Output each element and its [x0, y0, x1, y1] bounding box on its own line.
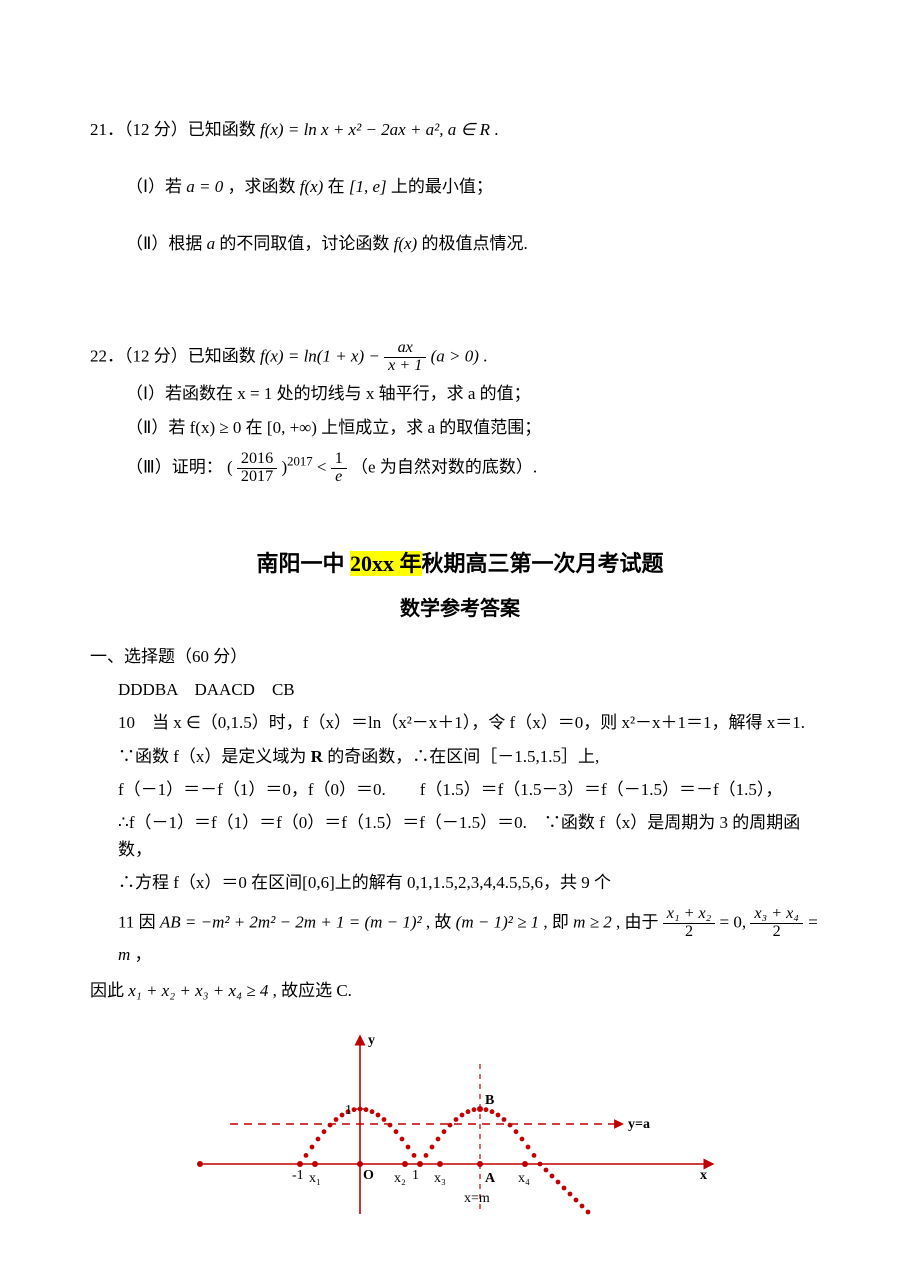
text: 的极值点情况.: [421, 234, 527, 253]
formula: m ≥ 2: [573, 913, 612, 932]
text: （Ⅱ）若 f(x) ≥ 0 在 [0, +∞) 上恒成立，求 a 的取值范围；: [126, 418, 541, 437]
x4-label: x₄: [518, 1171, 530, 1186]
xm-line-label: x=m: [464, 1191, 490, 1206]
tick-1-label: 1: [412, 1168, 419, 1183]
numerator: x₁ + x₂: [663, 906, 716, 923]
formula: f(x) = ln x + x² − 2ax + a², a ∈ R: [260, 120, 490, 139]
fraction-rhs: 1 e: [331, 451, 347, 486]
text: （e 为自然对数的底数）.: [351, 457, 537, 476]
comma: ，: [135, 945, 152, 964]
x-axis-label: x: [700, 1168, 707, 1183]
formula: f(x): [300, 177, 324, 196]
problem-21-part2: （Ⅱ）根据 a 的不同取值，讨论函数 f(x) 的极值点情况.: [90, 230, 830, 257]
y-axis-label: y: [368, 1033, 375, 1048]
text: .: [494, 120, 498, 139]
bold-R: R: [311, 747, 323, 766]
one-label: 1: [345, 1103, 352, 1118]
text: （Ⅰ）若函数在 x = 1 处的切线与 x 轴平行，求 a 的值；: [126, 384, 531, 403]
ans10-l1: 10 当 x ∈（0,1.5）时，f（x）＝ln（x²－x＋1），令 f（x）＝…: [90, 709, 830, 736]
text: 上的最小值；: [391, 177, 493, 196]
formula: [1, e]: [349, 177, 387, 196]
fraction: x₃ + x₄ 2: [750, 906, 803, 941]
text: , 即: [543, 913, 573, 932]
fraction: 2016 2017: [237, 451, 277, 486]
formula: f(x): [394, 234, 418, 253]
numerator: 1: [331, 451, 347, 468]
graph-figure: y x y=a 1 -1 O B A x₁ x₂ x₃ x₄ x=m 1: [90, 1024, 830, 1232]
section-head: 一、选择题（60 分）: [90, 643, 830, 670]
formula: x₁ + x₂ + x₃ + x₄ ≥ 4: [128, 981, 268, 1000]
text: , 故: [426, 913, 456, 932]
problem-22-part3: （Ⅲ）证明： ( 2016 2017 )2017 < 1 e （e 为自然对数的…: [90, 451, 830, 486]
lt: <: [317, 457, 331, 476]
text: 因此: [90, 981, 128, 1000]
text: （Ⅰ）若: [126, 177, 186, 196]
text: （Ⅲ）证明：: [126, 457, 223, 476]
formula: AB = −m² + 2m² − 2m + 1 = (m − 1)²: [160, 913, 422, 932]
denominator: 2017: [237, 468, 277, 486]
text: 在: [328, 177, 349, 196]
A-label: A: [485, 1171, 496, 1186]
title-hl: 20xx 年: [350, 551, 422, 576]
text: 的奇函数，∴在区间［－1.5,1.5］上,: [327, 747, 599, 766]
fraction: x₁ + x₂ 2: [663, 906, 716, 941]
formula: a = 0: [186, 177, 223, 196]
formula: (m − 1)² ≥ 1: [456, 913, 540, 932]
problem-21-part1: （Ⅰ）若 a = 0 ，求函数 f(x) 在 [1, e] 上的最小值；: [90, 173, 830, 200]
page-subtitle: 数学参考答案: [90, 593, 830, 625]
formula-prefix: f(x) = ln(1 + x) −: [260, 346, 384, 365]
x2-label: x₂: [394, 1171, 406, 1186]
problem-22-part1: （Ⅰ）若函数在 x = 1 处的切线与 x 轴平行，求 a 的值；: [90, 380, 830, 407]
fraction: ax x + 1: [384, 340, 426, 375]
formula-suffix: (a > 0): [431, 346, 479, 365]
neg1-label: -1: [292, 1168, 304, 1183]
problem-22-part2: （Ⅱ）若 f(x) ≥ 0 在 [0, +∞) 上恒成立，求 a 的取值范围；: [90, 414, 830, 441]
title-b: 秋期高三第一次月考试题: [422, 551, 664, 576]
title-a: 南阳一中: [256, 551, 350, 576]
ans10-l4: ∴f（－1）＝f（1）＝f（0）＝f（1.5）＝f（－1.5）＝0. ∵函数 f…: [90, 809, 830, 863]
ans11-l2: 因此 x₁ + x₂ + x₃ + x₄ ≥ 4 , 故应选 C.: [90, 977, 830, 1004]
text: 21．（12 分）已知函数: [90, 120, 260, 139]
problem-22-line1: 22．（12 分）已知函数 f(x) = ln(1 + x) − ax x + …: [90, 340, 830, 375]
ans11-l1: 11 因 AB = −m² + 2m² − 2m + 1 = (m − 1)² …: [90, 906, 830, 968]
B-label: B: [485, 1093, 494, 1108]
text: .: [483, 346, 487, 365]
page-title: 南阳一中 20xx 年秋期高三第一次月考试题: [90, 546, 830, 581]
denominator: e: [331, 468, 347, 486]
open-paren: (: [227, 457, 233, 476]
text: ∵函数 f（x）是定义域为: [118, 747, 311, 766]
problem-21-line1: 21．（12 分）已知函数 f(x) = ln x + x² − 2ax + a…: [90, 116, 830, 143]
denominator: 2: [750, 923, 803, 941]
curve-dots: [298, 1106, 591, 1214]
text: , 故应选 C.: [273, 981, 352, 1000]
text: 11 因: [118, 913, 160, 932]
denominator: x + 1: [384, 357, 426, 375]
ans10-l3: f（－1）＝－f（1）＝0，f（0）＝0. f（1.5）＝f（1.5－3）＝f（…: [90, 776, 830, 803]
numerator: ax: [384, 340, 426, 357]
key-points: [197, 1106, 528, 1167]
ans10-l5: ∴方程 f（x）＝0 在区间[0,6]上的解有 0,1,1.5,2,3,4,4.…: [90, 869, 830, 896]
formula: a: [207, 234, 216, 253]
x1-label: x₁: [309, 1171, 321, 1186]
origin-label: O: [363, 1168, 374, 1183]
ya-line-label: y=a: [628, 1117, 650, 1132]
eq: = 0,: [720, 913, 751, 932]
denominator: 2: [663, 923, 716, 941]
text: 22．（12 分）已知函数: [90, 346, 260, 365]
text: , 由于: [616, 913, 663, 932]
numerator: 2016: [237, 451, 277, 468]
graph-labels: y x y=a 1 -1 O B A x₁ x₂ x₃ x₄ x=m 1: [292, 1033, 707, 1206]
x3-label: x₃: [434, 1171, 446, 1186]
graph-svg: y x y=a 1 -1 O B A x₁ x₂ x₃ x₄ x=m 1: [190, 1024, 730, 1224]
text: 的不同取值，讨论函数: [219, 234, 393, 253]
text: （Ⅱ）根据: [126, 234, 207, 253]
ans10-l2: ∵函数 f（x）是定义域为 R 的奇函数，∴在区间［－1.5,1.5］上,: [90, 743, 830, 770]
exponent: 2017: [287, 455, 313, 469]
text: ，求函数: [228, 177, 300, 196]
numerator: x₃ + x₄: [750, 906, 803, 923]
answer-letters: DDDBA DAACD CB: [90, 676, 830, 703]
